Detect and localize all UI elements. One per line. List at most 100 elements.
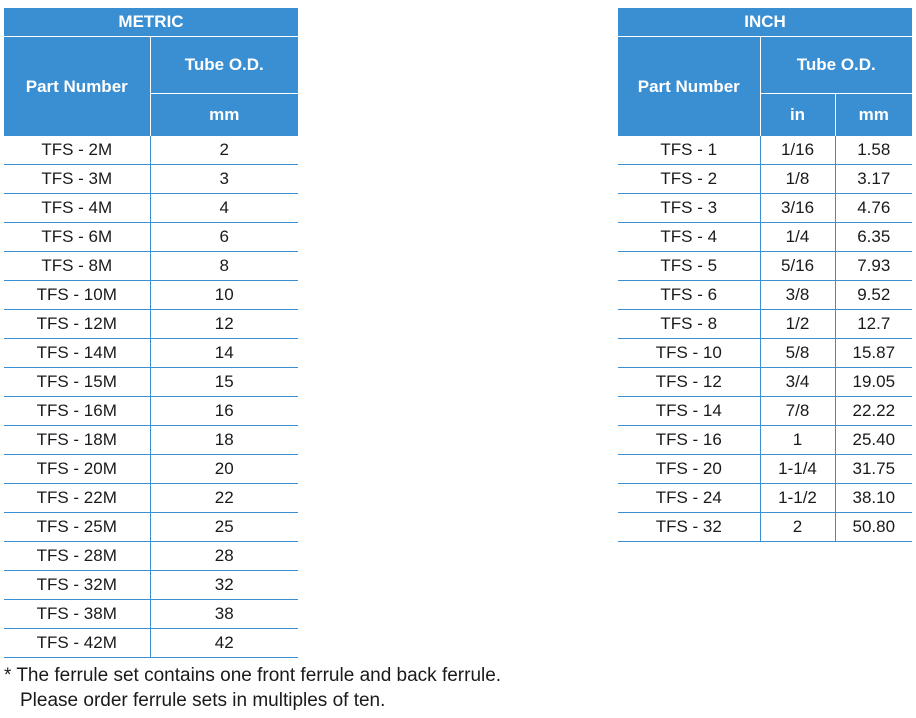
inch-in-cell: 3/8 [760, 280, 836, 310]
table-row: TFS - 22M 22 [4, 483, 299, 513]
inch-part-cell: TFS - 14 [618, 396, 761, 426]
metric-part-cell: TFS - 2M [4, 136, 151, 165]
metric-part-cell: TFS - 42M [4, 628, 151, 658]
table-row: TFS - 20M 20 [4, 454, 299, 484]
table-row: TFS - 16M 16 [4, 396, 299, 426]
metric-mm-cell: 10 [150, 280, 299, 310]
metric-unit-mm-header: mm [150, 93, 299, 136]
table-row: TFS - 18M 18 [4, 425, 299, 455]
inch-in-cell: 1/4 [760, 222, 836, 252]
metric-table: METRIC Part Number Tube O.D. mm TFS - 2M… [4, 8, 299, 658]
table-row: TFS - 10 5/8 15.87 [618, 338, 913, 368]
footnote-line-1: * The ferrule set contains one front fer… [4, 665, 502, 686]
inch-mm-cell: 22.22 [835, 396, 913, 426]
inch-part-cell: TFS - 32 [618, 512, 761, 542]
inch-in-cell: 3/16 [760, 193, 836, 223]
inch-in-cell: 5/8 [760, 338, 836, 368]
metric-part-cell: TFS - 20M [4, 454, 151, 484]
table-row: TFS - 25M 25 [4, 512, 299, 542]
inch-tube-od-header: Tube O.D. [760, 36, 913, 94]
metric-part-cell: TFS - 4M [4, 193, 151, 223]
metric-part-cell: TFS - 12M [4, 309, 151, 339]
table-row: TFS - 15M 15 [4, 367, 299, 397]
inch-in-cell: 1-1/2 [760, 483, 836, 513]
table-row: TFS - 42M 42 [4, 628, 299, 658]
metric-part-cell: TFS - 22M [4, 483, 151, 513]
inch-mm-cell: 19.05 [835, 367, 913, 397]
table-row: TFS - 28M 28 [4, 541, 299, 571]
table-row: TFS - 3 3/16 4.76 [618, 193, 913, 223]
table-row: TFS - 3M 3 [4, 164, 299, 194]
inch-unit-mm-header: mm [835, 93, 913, 136]
metric-table-body: TFS - 2M 2 TFS - 3M 3 TFS - 4M 4 TFS - 6M 6 TFS … [4, 136, 299, 658]
table-row: TFS - 12M 12 [4, 309, 299, 339]
metric-part-cell: TFS - 14M [4, 338, 151, 368]
inch-in-cell: 5/16 [760, 251, 836, 281]
metric-mm-cell: 4 [150, 193, 299, 223]
table-row: TFS - 20 1-1/4 31.75 [618, 454, 913, 484]
table-row: TFS - 10M 10 [4, 280, 299, 310]
table-row: TFS - 38M 38 [4, 599, 299, 629]
footnote-line-2: Please order ferrule sets in multiples o… [20, 690, 386, 711]
table-row: TFS - 14M 14 [4, 338, 299, 368]
inch-part-cell: TFS - 3 [618, 193, 761, 223]
inch-mm-cell: 4.76 [835, 193, 913, 223]
table-row: TFS - 5 5/16 7.93 [618, 251, 913, 281]
inch-mm-cell: 50.80 [835, 512, 913, 542]
inch-mm-cell: 12.7 [835, 309, 913, 339]
inch-unit-in-header: in [760, 93, 836, 136]
table-row: TFS - 8M 8 [4, 251, 299, 281]
metric-mm-cell: 3 [150, 164, 299, 194]
metric-part-cell: TFS - 32M [4, 570, 151, 600]
metric-part-cell: TFS - 3M [4, 164, 151, 194]
table-row: TFS - 14 7/8 22.22 [618, 396, 913, 426]
inch-in-cell: 7/8 [760, 396, 836, 426]
metric-part-cell: TFS - 38M [4, 599, 151, 629]
inch-mm-cell: 15.87 [835, 338, 913, 368]
table-row: TFS - 2 1/8 3.17 [618, 164, 913, 194]
inch-in-cell: 1/2 [760, 309, 836, 339]
metric-mm-cell: 12 [150, 309, 299, 339]
inch-part-cell: TFS - 8 [618, 309, 761, 339]
inch-mm-cell: 3.17 [835, 164, 913, 194]
inch-part-cell: TFS - 16 [618, 425, 761, 455]
inch-mm-cell: 1.58 [835, 136, 913, 165]
table-row: TFS - 8 1/2 12.7 [618, 309, 913, 339]
metric-mm-cell: 14 [150, 338, 299, 368]
table-row: TFS - 6 3/8 9.52 [618, 280, 913, 310]
metric-mm-cell: 16 [150, 396, 299, 426]
metric-part-cell: TFS - 28M [4, 541, 151, 571]
metric-mm-cell: 20 [150, 454, 299, 484]
metric-part-cell: TFS - 18M [4, 425, 151, 455]
inch-in-cell: 3/4 [760, 367, 836, 397]
inch-mm-cell: 31.75 [835, 454, 913, 484]
metric-part-cell: TFS - 10M [4, 280, 151, 310]
inch-mm-cell: 25.40 [835, 425, 913, 455]
metric-part-number-header: Part Number [4, 36, 151, 136]
metric-part-cell: TFS - 6M [4, 222, 151, 252]
inch-in-cell: 1/16 [760, 136, 836, 165]
inch-part-cell: TFS - 4 [618, 222, 761, 252]
metric-part-cell: TFS - 15M [4, 367, 151, 397]
inch-part-number-header: Part Number [618, 36, 761, 136]
metric-mm-cell: 18 [150, 425, 299, 455]
table-row: TFS - 32 2 50.80 [618, 512, 913, 542]
inch-part-cell: TFS - 5 [618, 251, 761, 281]
table-row: TFS - 32M 32 [4, 570, 299, 600]
inch-table-body: TFS - 1 1/16 1.58 TFS - 2 1/8 3.17 TFS - 3 3/16… [618, 136, 913, 542]
inch-part-cell: TFS - 20 [618, 454, 761, 484]
inch-title: INCH [618, 8, 913, 37]
table-row: TFS - 16 1 25.40 [618, 425, 913, 455]
metric-mm-cell: 2 [150, 136, 299, 165]
metric-part-cell: TFS - 8M [4, 251, 151, 281]
inch-part-cell: TFS - 2 [618, 164, 761, 194]
table-row: TFS - 4 1/4 6.35 [618, 222, 913, 252]
inch-in-cell: 2 [760, 512, 836, 542]
metric-mm-cell: 6 [150, 222, 299, 252]
table-row: TFS - 24 1-1/2 38.10 [618, 483, 913, 513]
table-row: TFS - 4M 4 [4, 193, 299, 223]
metric-mm-cell: 8 [150, 251, 299, 281]
metric-mm-cell: 42 [150, 628, 299, 658]
metric-title: METRIC [4, 8, 299, 37]
metric-part-cell: TFS - 25M [4, 512, 151, 542]
